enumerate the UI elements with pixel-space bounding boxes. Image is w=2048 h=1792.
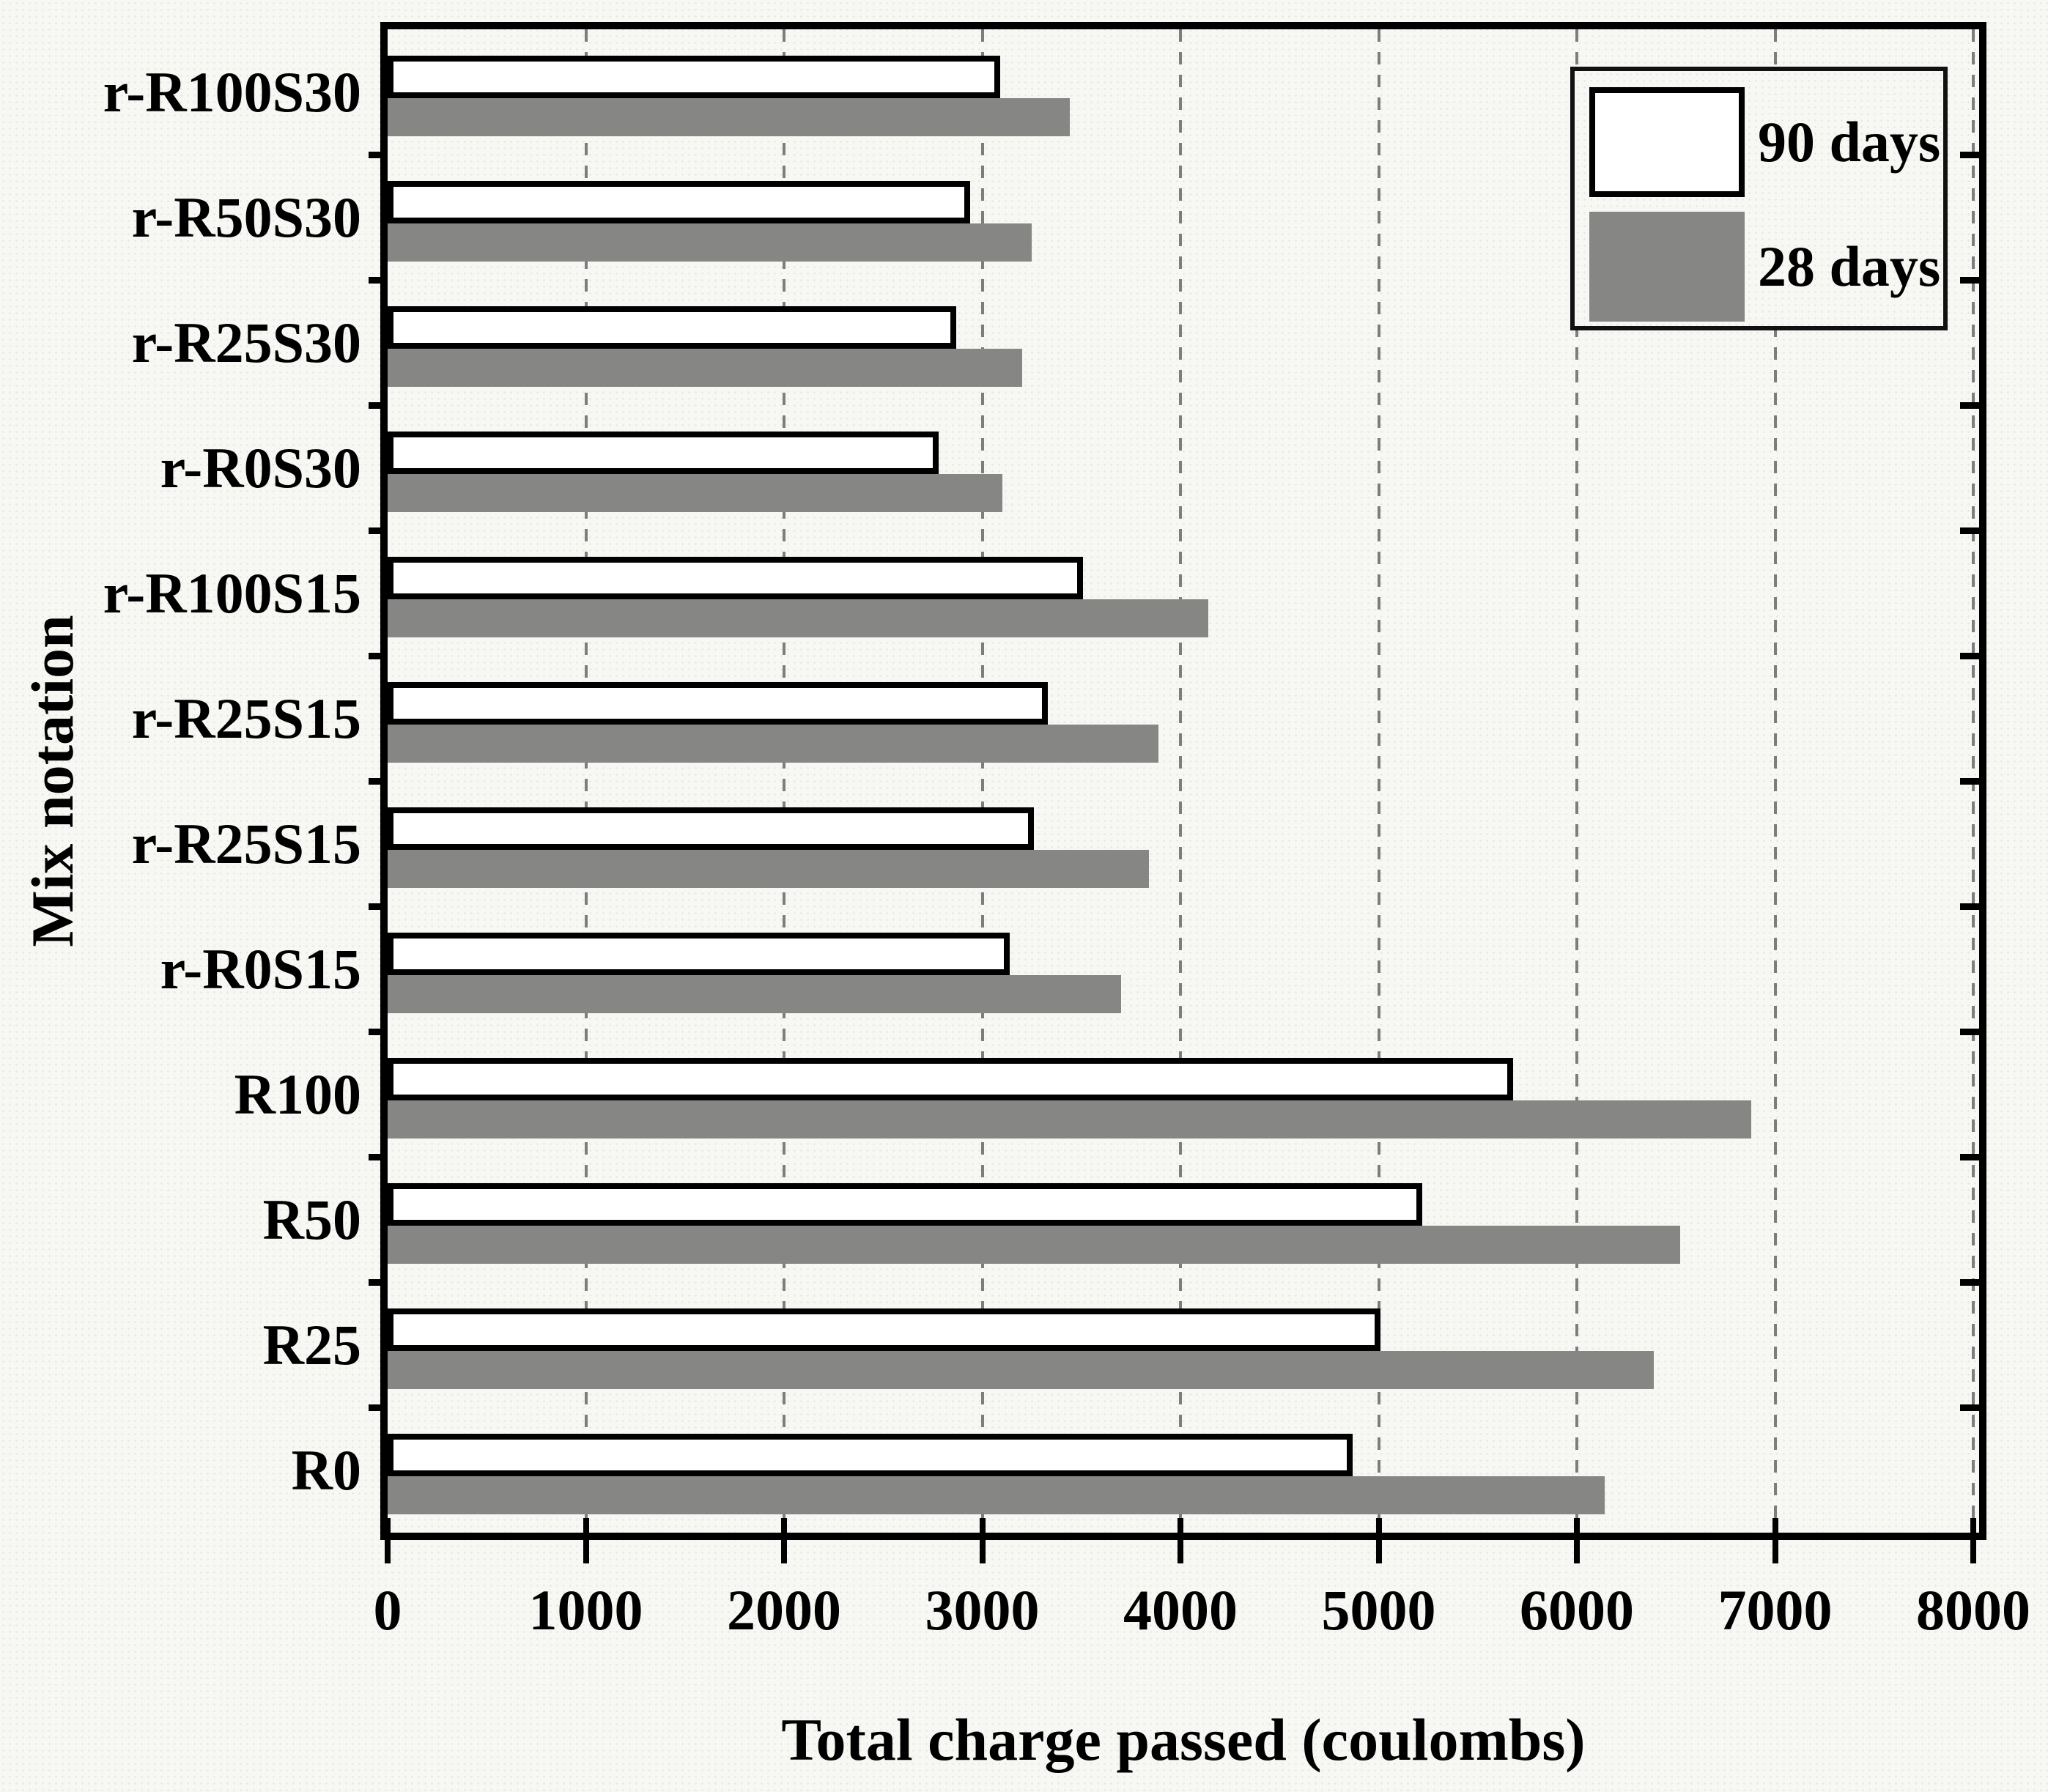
y-axis-tick-right [1960, 1279, 1979, 1286]
bar-90-days-r-R50S30 [388, 181, 970, 223]
category-label-r-R0S30: r-R0S30 [160, 436, 361, 500]
x-axis-title: Total charge passed (coulombs) [781, 1706, 1586, 1773]
legend-swatch-28-days [1589, 212, 1745, 322]
y-axis-tick-left [369, 903, 388, 910]
bar-90-days-r-R100S30 [388, 56, 1000, 98]
y-axis-tick-left [369, 152, 388, 158]
y-axis-tick-right [1960, 277, 1979, 284]
legend-swatch-90-days [1589, 87, 1745, 197]
x-axis-tick-1000 [583, 1518, 589, 1563]
y-axis-tick-right [1960, 152, 1979, 158]
x-tick-label-6000: 6000 [1520, 1578, 1634, 1642]
x-axis-tick-4000 [1178, 1518, 1183, 1563]
bar-90-days-R25 [388, 1308, 1380, 1351]
bar-28-days-r-R25S30 [388, 349, 1022, 387]
gridline-1000 [584, 29, 588, 1533]
bar-90-days-r-R0S15 [388, 933, 1010, 975]
x-tick-label-4000: 4000 [1123, 1578, 1238, 1642]
bar-90-days-R100 [388, 1058, 1513, 1100]
x-axis-tick-5000 [1375, 1518, 1382, 1563]
bar-90-days-r-R25S15 [388, 682, 1048, 725]
y-axis-tick-left [369, 527, 388, 534]
category-label-r-R25S15: r-R25S15 [131, 686, 361, 750]
y-axis-tick-right [1960, 653, 1979, 659]
category-label-R100: R100 [234, 1062, 361, 1126]
bar-90-days-r-R25S30 [388, 306, 956, 349]
bar-90-days-R50 [388, 1183, 1422, 1226]
category-label-r-R25S15: r-R25S15 [131, 812, 361, 875]
bar-28-days-r-R25S15 [388, 850, 1149, 888]
bar-90-days-r-R100S15 [388, 557, 1083, 599]
bar-28-days-R50 [388, 1226, 1680, 1264]
bar-90-days-R0 [388, 1434, 1353, 1476]
y-axis-tick-right [1960, 402, 1979, 409]
x-axis-tick-6000 [1574, 1518, 1580, 1563]
gridline-6000 [1575, 29, 1578, 1533]
category-label-r-R0S15: r-R0S15 [160, 937, 361, 1001]
x-tick-label-7000: 7000 [1718, 1578, 1833, 1642]
category-label-r-R100S30: r-R100S30 [103, 60, 361, 124]
bar-90-days-r-R0S30 [388, 432, 939, 474]
bar-28-days-r-R25S15 [388, 725, 1158, 763]
y-axis-tick-left [369, 402, 388, 409]
y-axis-tick-left [369, 653, 388, 659]
bar-28-days-r-R100S15 [388, 599, 1208, 637]
x-axis-tick-7000 [1772, 1518, 1778, 1563]
category-label-R25: R25 [262, 1313, 361, 1377]
x-axis-tick-0 [385, 1518, 391, 1563]
bar-28-days-r-R100S30 [388, 98, 1070, 136]
y-axis-tick-left [369, 1029, 388, 1035]
bar-28-days-R0 [388, 1476, 1605, 1514]
y-axis-title: Mix notation [19, 615, 86, 947]
category-label-r-R100S15: r-R100S15 [103, 561, 361, 625]
gridline-3000 [980, 29, 984, 1533]
x-axis-tick-3000 [979, 1518, 986, 1563]
y-axis-tick-right [1960, 778, 1979, 785]
legend-label-28-days: 28 days [1758, 234, 1941, 298]
y-axis-tick-right [1960, 527, 1979, 534]
bar-28-days-r-R0S15 [388, 975, 1121, 1013]
gridline-4000 [1179, 29, 1182, 1533]
y-axis-tick-right [1960, 903, 1979, 910]
y-axis-tick-right [1960, 1029, 1979, 1035]
legend-label-90-days: 90 days [1758, 110, 1941, 174]
category-label-R50: R50 [262, 1188, 361, 1251]
bar-28-days-r-R0S30 [388, 474, 1002, 512]
x-tick-label-3000: 3000 [925, 1578, 1040, 1642]
x-tick-label-1000: 1000 [528, 1578, 643, 1642]
x-axis-tick-8000 [1970, 1518, 1976, 1563]
bar-28-days-r-R50S30 [388, 223, 1032, 262]
y-axis-tick-left [369, 778, 388, 785]
x-tick-label-8000: 8000 [1916, 1578, 2030, 1642]
legend: 90 days 28 days [1570, 67, 1948, 330]
category-label-r-R50S30: r-R50S30 [131, 185, 361, 249]
category-label-R0: R0 [291, 1438, 361, 1502]
gridline-7000 [1773, 29, 1777, 1533]
y-axis-tick-right [1960, 1154, 1979, 1160]
x-tick-label-0: 0 [373, 1578, 402, 1642]
y-axis-tick-left [369, 1279, 388, 1286]
category-label-r-R25S30: r-R25S30 [131, 311, 361, 374]
y-axis-tick-right [1960, 1404, 1979, 1411]
gridline-5000 [1377, 29, 1380, 1533]
gridline-2000 [783, 29, 785, 1533]
bar-28-days-R100 [388, 1100, 1751, 1138]
bar-28-days-R25 [388, 1351, 1654, 1389]
y-axis-tick-left [369, 1404, 388, 1411]
x-tick-label-5000: 5000 [1321, 1578, 1436, 1642]
y-axis-tick-left [369, 1154, 388, 1160]
bar-90-days-r-R25S15 [388, 807, 1034, 850]
x-tick-label-2000: 2000 [727, 1578, 841, 1642]
y-axis-tick-left [369, 277, 388, 284]
x-axis-tick-2000 [781, 1518, 787, 1563]
